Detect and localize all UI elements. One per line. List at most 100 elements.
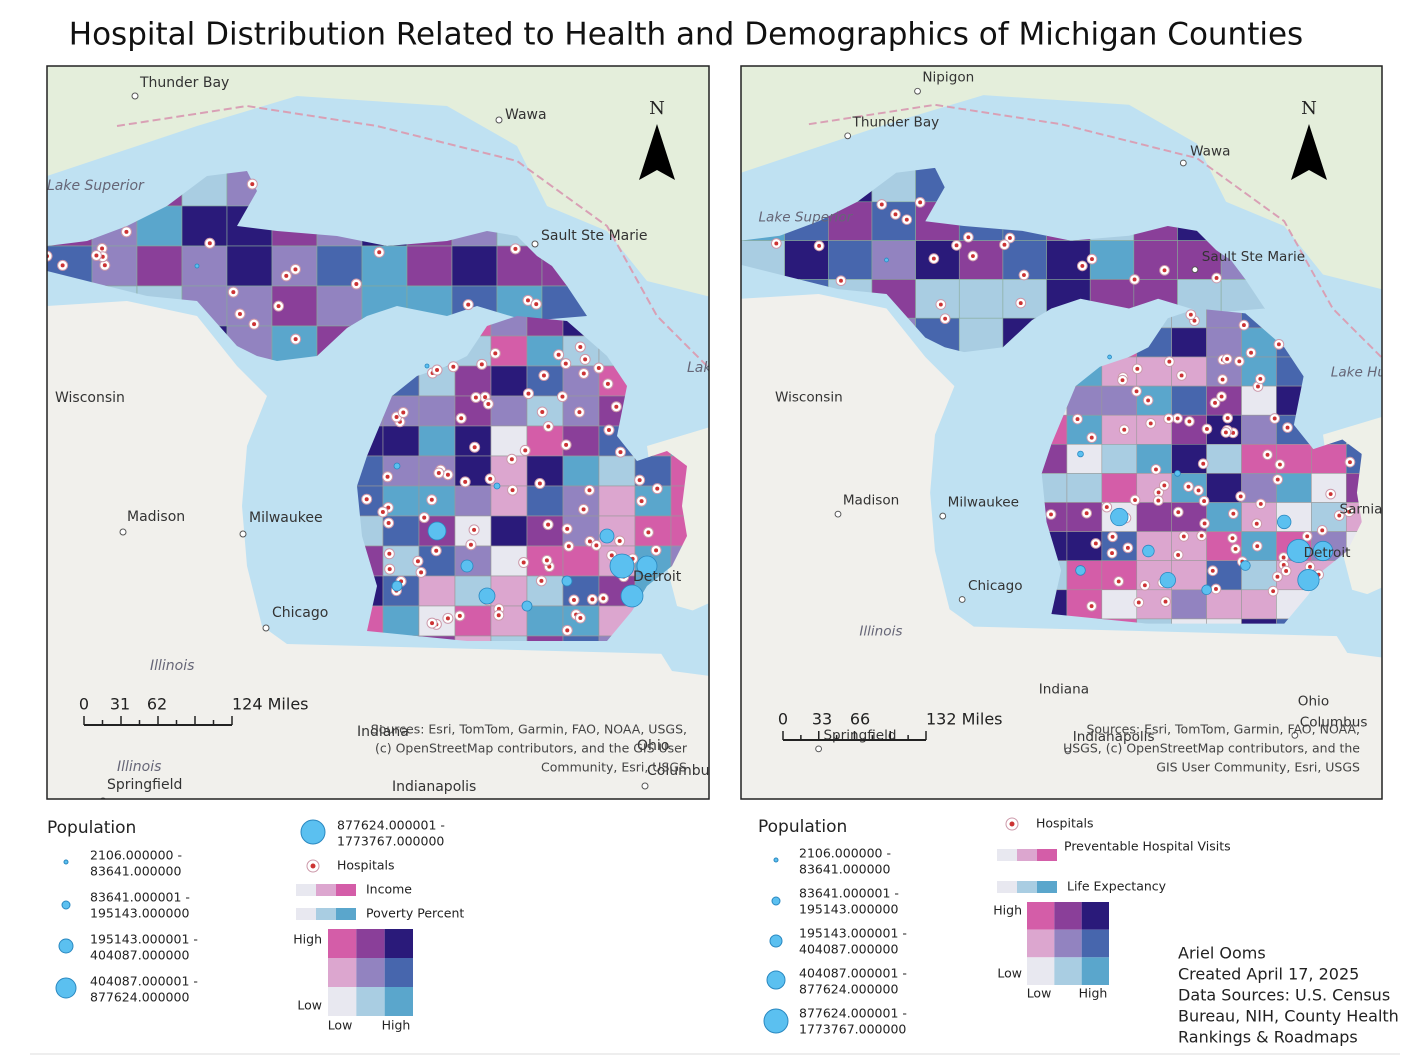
- sources: Community, Esri, USGS: [541, 760, 687, 775]
- place-label: Indiana: [357, 724, 409, 740]
- hospital-dot: [606, 428, 611, 433]
- hospital-dot: [445, 472, 450, 477]
- hospital-dot: [583, 357, 588, 362]
- legend-swatch: [1017, 881, 1037, 893]
- hospital-dot: [646, 530, 651, 535]
- hospital-dot: [1202, 499, 1207, 504]
- county: [226, 245, 273, 287]
- hospital-dot: [1308, 564, 1312, 569]
- county: [418, 395, 456, 427]
- scale-label: 31: [110, 695, 130, 714]
- place-dot: [834, 510, 842, 518]
- place-label: Madison: [127, 509, 185, 525]
- hospital-dot: [401, 410, 406, 415]
- county: [181, 205, 228, 247]
- legend-label: 1773767.000000: [799, 1022, 906, 1037]
- north-arrow: [639, 124, 675, 180]
- place-label: Detroit: [1304, 545, 1351, 561]
- county: [316, 285, 363, 327]
- hospital-dot: [566, 544, 571, 549]
- map-frame: [740, 65, 1383, 800]
- hospital-dot: [1089, 604, 1094, 609]
- county: [1206, 589, 1242, 620]
- place-label: Lake Huron: [1331, 365, 1409, 381]
- hospital-dot: [1022, 273, 1026, 277]
- place-label: Lake Superior: [47, 178, 145, 194]
- hospital-dot: [587, 488, 592, 493]
- hospital-dot: [1337, 513, 1342, 518]
- legend-label: 404087.000000: [799, 942, 898, 957]
- place-label: Wisconsin: [55, 390, 125, 406]
- hospital-dot: [904, 217, 909, 222]
- county: [598, 455, 636, 487]
- population-circle: [1277, 514, 1292, 530]
- map: Thunder Bay Wawa Lake Superior Sault Ste Ma…: [47, 66, 709, 799]
- hospital-dot: [614, 404, 619, 409]
- legend-label: 404087.000000: [90, 948, 189, 963]
- legend-circle: [63, 859, 69, 865]
- hospital-dot: [377, 250, 382, 255]
- place-label: Illinois: [117, 759, 161, 775]
- hospital-dot: [1132, 277, 1137, 282]
- sources: GIS User Community, Esri, USGS: [1156, 760, 1360, 775]
- lake-erie: [647, 603, 709, 676]
- legend-axis-label: Low: [1027, 986, 1052, 1001]
- hospital-dot: [436, 470, 441, 475]
- legend-swatch: [296, 884, 316, 896]
- county: [1171, 385, 1207, 416]
- place-label: Sarnia: [1339, 501, 1382, 517]
- hospital-dot: [1142, 583, 1147, 588]
- legend-cell: [1054, 902, 1082, 930]
- hospital-dot: [1120, 378, 1125, 383]
- legend-hospital-dot: [1009, 821, 1015, 827]
- credit: Ariel Ooms: [1178, 944, 1266, 963]
- county: [526, 605, 564, 637]
- hospital-dot: [1125, 545, 1130, 550]
- county: [598, 485, 636, 517]
- place-label: Madison: [843, 493, 899, 509]
- place-dot: [495, 116, 503, 124]
- county: [958, 317, 1004, 353]
- hospital-dot: [1281, 555, 1286, 560]
- scale-label: 0: [79, 695, 89, 714]
- hospital-dot: [617, 539, 622, 544]
- population-circle: [521, 600, 533, 612]
- legend-label: Life Expectancy: [1067, 879, 1167, 894]
- hospital-dot: [879, 202, 884, 207]
- population-circle: [493, 482, 501, 490]
- place-dot: [844, 132, 852, 140]
- legend-cell: [328, 987, 357, 1016]
- legend-cell: [356, 987, 385, 1016]
- legend-circle: [55, 977, 77, 999]
- county: [828, 240, 873, 280]
- hospital-dot: [537, 481, 542, 486]
- hospital-dot: [601, 596, 606, 601]
- hospital-dot: [1213, 400, 1217, 405]
- hospital-dot: [422, 515, 427, 520]
- scale-label: 0: [778, 710, 788, 729]
- hospital-dot: [534, 302, 539, 307]
- hospital-dot: [1196, 488, 1201, 493]
- hospital-dot: [1176, 553, 1181, 557]
- legend-axis-label: High: [1079, 986, 1108, 1001]
- hospital-dot: [387, 567, 392, 572]
- hospital-dot: [386, 520, 391, 525]
- population-circle: [1297, 569, 1320, 592]
- hospital-dot: [1148, 421, 1153, 426]
- population-circle: [1201, 584, 1212, 596]
- legend-label: Income: [366, 882, 412, 897]
- north-label: N: [1301, 98, 1317, 119]
- county: [181, 245, 228, 287]
- legend-cell: [1081, 902, 1109, 930]
- hospital-dot: [451, 364, 456, 369]
- place-label: Nipigon: [922, 70, 974, 86]
- county: [454, 485, 492, 517]
- legend-label: 195143.000000: [799, 902, 898, 917]
- hospital-dot: [571, 598, 576, 603]
- place-label: Wisconsin: [775, 390, 843, 406]
- legend-cell: [356, 929, 385, 958]
- hospital-dot: [1187, 419, 1192, 424]
- hospital-dot: [1179, 373, 1184, 378]
- county: [490, 395, 528, 427]
- legend-label: 1773767.000000: [337, 834, 444, 849]
